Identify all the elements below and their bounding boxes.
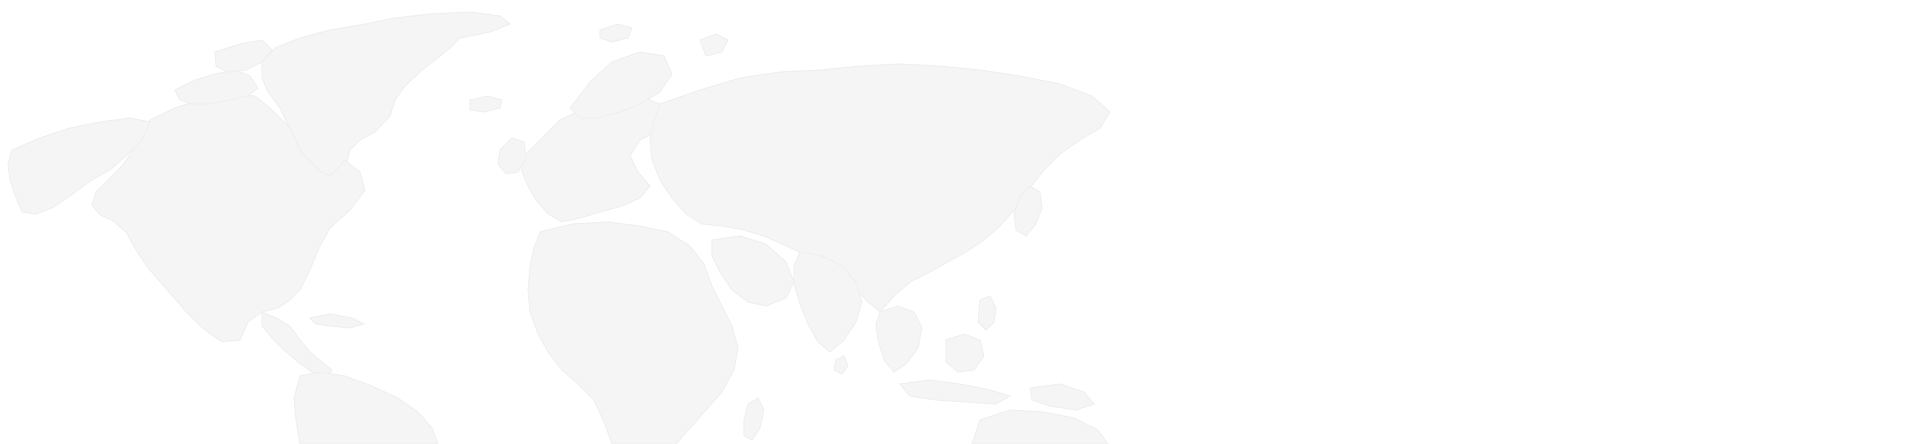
landmass-arabia [711,235,795,307]
landmass-sri-lanka [833,355,849,375]
landmass-philippines [977,295,997,331]
landmass-japan [1013,185,1043,237]
landmass-south-america [293,371,439,444]
landmass-southeast-asia [875,305,923,373]
landmass-novaya-zemlya [699,33,729,57]
landmass-australia [971,409,1109,444]
landmass-british-isles [497,137,527,175]
landmass-scandinavia [569,51,673,119]
landmass-madagascar [743,397,765,441]
landmass-svalbard [599,23,633,43]
landmass-north-america [91,93,366,343]
landmass-arctic-islands [174,69,259,105]
landmass-ellesmere [214,39,273,73]
landmass-alaska [7,117,151,215]
landmass-india [793,251,863,353]
landmass-iceland [469,95,503,113]
landmass-caribbean [308,313,366,329]
landmass-borneo [945,333,985,373]
landmass-asia [649,63,1111,313]
landmass-new-guinea [1029,383,1095,411]
landmass-africa [527,221,739,444]
landmass-indonesia [899,379,1012,405]
